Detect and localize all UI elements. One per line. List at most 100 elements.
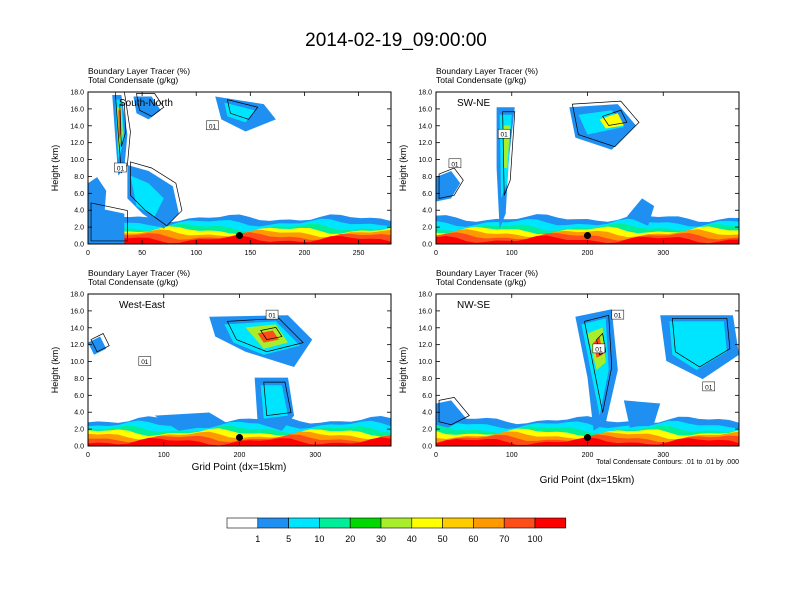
- y-tick-label: 18.0: [418, 292, 432, 299]
- y-tick-label: 0.0: [74, 444, 84, 451]
- colorbar-swatch: [442, 517, 474, 529]
- y-tick-label: 10.0: [70, 157, 84, 164]
- condensate-contour: [438, 396, 470, 426]
- y-tick-label: 16.0: [70, 106, 84, 113]
- x-tick-label: 0: [434, 250, 438, 257]
- contour-note: Total Condensate Contours: .01 to .01 by…: [596, 459, 739, 466]
- contour-label-box: [611, 309, 625, 320]
- y-tick-label: 8.0: [422, 376, 432, 383]
- colorbar-label: 20: [345, 534, 355, 544]
- x-tick-label: 100: [506, 452, 518, 459]
- contour-label: 01: [501, 132, 509, 139]
- condensate-region: [623, 400, 661, 428]
- y-tick-label: 14.0: [418, 123, 432, 130]
- condensate-contour: [263, 381, 292, 416]
- panel-subtitle: Boundary Layer Tracer (%): [436, 66, 538, 76]
- condensate-contour: [90, 333, 110, 353]
- panel-sw-ne: Boundary Layer Tracer (%)Total Condensat…: [398, 66, 740, 257]
- colorbar-swatch: [288, 517, 320, 529]
- panel-subtitle: Total Condensate (g/kg): [436, 75, 526, 85]
- condensate-region: [260, 385, 288, 419]
- contour-label-box: [497, 128, 511, 139]
- y-tick-label: 2.0: [422, 225, 432, 232]
- x-axis-label-left: Grid Point (dx=15km): [192, 462, 287, 473]
- y-tick-label: 0.0: [74, 242, 84, 249]
- condensate-region: [224, 102, 255, 123]
- contour-label: 01: [595, 346, 603, 353]
- contour-label: 01: [268, 313, 276, 320]
- panel-west-east: Boundary Layer Tracer (%)Total Condensat…: [50, 268, 392, 459]
- colorbar-label: 100: [527, 534, 542, 544]
- colorbar-swatch: [411, 517, 443, 529]
- y-tick-label: 6.0: [422, 191, 432, 198]
- colorbar-swatch: [319, 517, 351, 529]
- x-tick-label: 300: [657, 452, 669, 459]
- y-tick-label: 10.0: [418, 157, 432, 164]
- colorbar-label: 40: [407, 534, 417, 544]
- panel-label: SW-NE: [457, 98, 490, 109]
- condensate-contour: [136, 93, 165, 117]
- y-tick-label: 8.0: [74, 376, 84, 383]
- colorbar-swatch: [226, 517, 259, 529]
- colorbar-swatch: [503, 517, 536, 529]
- contour-label-box: [138, 356, 152, 366]
- x-tick-label: 150: [244, 250, 256, 257]
- y-axis-label: Height (km): [398, 347, 408, 394]
- colorbar-label: 30: [376, 534, 386, 544]
- condensate-contour: [584, 314, 613, 413]
- condensate-region: [130, 175, 164, 217]
- condensate-contour: [226, 99, 259, 120]
- colorbar-swatch: [349, 517, 382, 529]
- figure-title: 2014-02-19_09:00:00: [305, 30, 487, 51]
- colorbar-label: 5: [286, 534, 291, 544]
- y-tick-label: 16.0: [70, 308, 84, 315]
- y-tick-label: 10.0: [70, 359, 84, 366]
- condensate-region: [436, 171, 461, 202]
- x-tick-label: 250: [353, 250, 365, 257]
- y-tick-label: 4.0: [74, 410, 84, 417]
- panel-subtitle: Boundary Layer Tracer (%): [88, 66, 190, 76]
- x-tick-label: 200: [299, 250, 311, 257]
- condensate-contour: [671, 317, 731, 368]
- contour-label: 01: [141, 359, 149, 366]
- y-tick-label: 18.0: [70, 90, 84, 97]
- contour-label-box: [265, 309, 279, 320]
- contour-label: 01: [209, 123, 217, 130]
- x-tick-label: 200: [234, 452, 246, 459]
- x-tick-label: 100: [158, 452, 170, 459]
- condensate-region: [626, 198, 655, 226]
- y-tick-label: 0.0: [422, 444, 432, 451]
- y-axis-label: Height (km): [398, 145, 408, 192]
- y-tick-label: 6.0: [422, 393, 432, 400]
- y-tick-label: 4.0: [74, 208, 84, 215]
- condensate-contour: [438, 167, 464, 199]
- x-tick-label: 50: [138, 250, 146, 257]
- x-tick-label: 100: [506, 250, 518, 257]
- y-tick-label: 16.0: [418, 308, 432, 315]
- y-tick-label: 10.0: [418, 359, 432, 366]
- y-tick-label: 12.0: [418, 342, 432, 349]
- condensate-region: [154, 412, 228, 431]
- colorbar: 1 5 10 20 30 40 50 60 70 100: [226, 517, 567, 544]
- x-tick-label: 0: [86, 452, 90, 459]
- panel-subtitle: Total Condensate (g/kg): [88, 277, 178, 287]
- condensate-region: [133, 96, 161, 120]
- condensate-contour: [571, 100, 640, 148]
- y-tick-label: 2.0: [74, 225, 84, 232]
- y-tick-label: 14.0: [70, 123, 84, 130]
- y-tick-label: 12.0: [70, 342, 84, 349]
- y-tick-label: 4.0: [422, 208, 432, 215]
- y-tick-label: 16.0: [418, 106, 432, 113]
- contour-label-box: [448, 158, 462, 169]
- panel-subtitle: Total Condensate (g/kg): [88, 75, 178, 85]
- panel-south-north: Boundary Layer Tracer (%)Total Condensat…: [50, 66, 392, 257]
- contour-label-box: [592, 343, 606, 354]
- y-axis-label: Height (km): [50, 347, 60, 394]
- location-marker: [584, 232, 591, 240]
- y-tick-label: 4.0: [422, 410, 432, 417]
- condensate-contour: [502, 111, 516, 196]
- contour-label: 01: [614, 313, 622, 320]
- y-tick-label: 14.0: [70, 325, 84, 332]
- contour-label: 01: [117, 166, 125, 173]
- y-axis-label: Height (km): [50, 145, 60, 192]
